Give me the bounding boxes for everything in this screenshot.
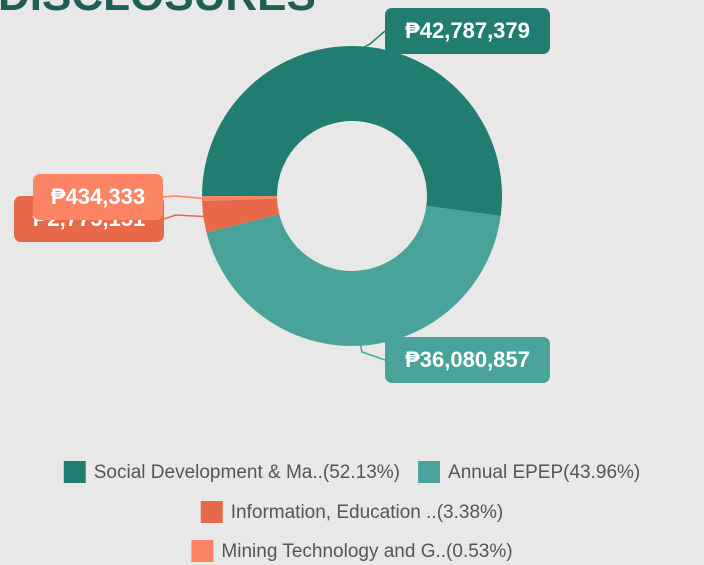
donut-segment — [206, 206, 501, 346]
leader-line — [359, 343, 386, 361]
legend-label: Mining Technology and G..(0.53%) — [221, 541, 512, 562]
legend-label: Social Development & Ma..(52.13%) — [94, 462, 400, 483]
legend-row: Social Development & Ma..(52.13%) Annual … — [63, 461, 640, 483]
donut-segment — [202, 196, 278, 201]
legend-label: Information, Education ..(3.38%) — [231, 502, 503, 523]
donut-segment — [202, 45, 502, 217]
legend-swatch — [418, 461, 441, 483]
legend-label: Annual EPEP(43.96%) — [448, 462, 640, 483]
legend-row: Information, Education ..(3.38%) — [200, 501, 503, 523]
legend-swatch — [200, 501, 223, 523]
value-label: ₱434,333 — [51, 184, 145, 209]
legend-swatch — [191, 540, 214, 562]
legend-swatch — [63, 461, 86, 483]
value-label-box — [33, 174, 163, 220]
donut-segment — [202, 198, 280, 233]
value-label-box — [385, 337, 550, 383]
leader-line — [162, 195, 205, 200]
value-label-box — [385, 8, 550, 54]
chart-title: DISCLOSURES — [0, 0, 316, 20]
value-label: ₱36,080,857 — [405, 347, 530, 372]
leader-line — [163, 214, 206, 220]
legend-row: Mining Technology and G..(0.53%) — [191, 540, 513, 562]
leader-line — [361, 30, 386, 49]
value-label: ₱42,787,379 — [405, 18, 530, 43]
